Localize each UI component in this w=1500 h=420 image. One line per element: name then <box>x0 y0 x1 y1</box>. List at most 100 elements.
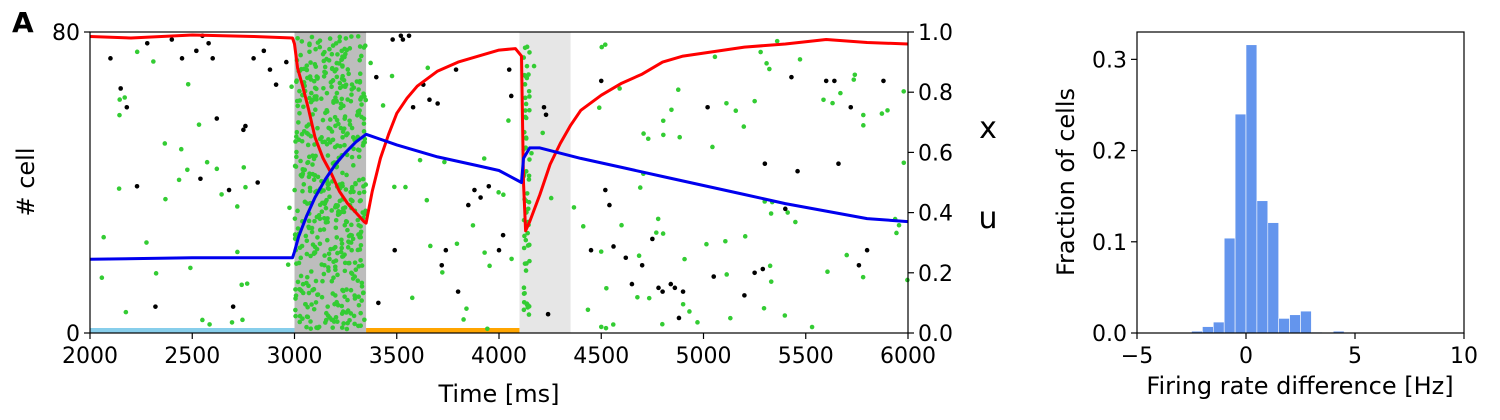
foreground-spike <box>321 271 327 277</box>
histogram-bar <box>1202 326 1214 334</box>
foreground-spike <box>330 291 336 296</box>
foreground-spike <box>793 219 798 225</box>
x-tick-label: 4500 <box>573 344 629 369</box>
foreground-spike <box>292 216 298 221</box>
foreground-spike <box>304 201 310 206</box>
foreground-spike <box>304 238 310 244</box>
background-spike <box>390 37 395 42</box>
histogram-bar <box>1223 237 1236 334</box>
foreground-spike <box>304 314 310 319</box>
background-spike <box>255 180 260 185</box>
foreground-spike <box>307 171 312 176</box>
y2-tick-label: 0.8 <box>918 81 953 106</box>
foreground-spike <box>487 263 492 269</box>
foreground-spike <box>580 224 586 229</box>
foreground-spike <box>758 49 763 55</box>
foreground-spike <box>294 78 299 83</box>
foreground-spike <box>311 306 317 312</box>
foreground-spike <box>527 157 532 162</box>
foreground-spike <box>292 163 298 169</box>
foreground-spike <box>523 114 528 120</box>
foreground-spike <box>315 235 320 240</box>
foreground-spike <box>328 80 334 85</box>
foreground-spike <box>313 300 319 305</box>
foreground-spike <box>325 185 331 191</box>
foreground-spike <box>297 88 302 94</box>
background-spike <box>762 161 768 166</box>
foreground-spike <box>304 324 309 330</box>
foreground-spike <box>641 131 646 136</box>
foreground-spike <box>360 143 366 148</box>
background-spike <box>711 274 717 279</box>
background-spike <box>179 56 185 61</box>
foreground-spike <box>348 287 354 293</box>
histogram-bar <box>1267 222 1280 334</box>
foreground-spike <box>357 190 362 196</box>
foreground-spike <box>342 222 348 228</box>
foreground-spike <box>338 125 344 131</box>
foreground-spike <box>324 237 330 243</box>
background-spike <box>153 304 158 309</box>
foreground-spike <box>821 97 826 103</box>
background-spike <box>795 168 800 174</box>
foreground-spike <box>339 245 345 251</box>
foreground-spike <box>354 112 360 118</box>
foreground-spike <box>297 287 303 292</box>
foreground-spike <box>308 60 313 65</box>
background-spike <box>478 195 483 200</box>
foreground-spike <box>294 149 299 155</box>
foreground-spike <box>308 77 314 82</box>
foreground-spike <box>358 224 363 229</box>
foreground-spike <box>333 225 339 231</box>
foreground-spike <box>294 98 300 104</box>
panel-label: A <box>12 6 34 39</box>
foreground-spike <box>464 306 469 311</box>
foreground-spike <box>315 40 321 45</box>
foreground-spike <box>603 325 609 331</box>
series-line-x <box>89 33 909 233</box>
foreground-spike <box>346 71 351 77</box>
foreground-spike <box>317 241 323 247</box>
foreground-spike <box>239 282 244 288</box>
background-spike <box>836 161 841 166</box>
foreground-spike <box>321 74 327 79</box>
background-spike <box>543 112 549 118</box>
foreground-spike <box>337 85 343 91</box>
foreground-spike <box>337 143 343 149</box>
foreground-spike <box>348 311 354 316</box>
foreground-spike <box>360 290 366 296</box>
foreground-spike <box>316 213 322 218</box>
foreground-spike <box>485 326 490 332</box>
background-spike <box>545 311 551 317</box>
foreground-spike <box>346 260 352 266</box>
foreground-spike <box>299 39 305 44</box>
foreground-spike <box>356 323 361 329</box>
foreground-spike <box>741 124 747 129</box>
foreground-spike <box>153 271 159 276</box>
foreground-spike <box>319 294 325 300</box>
foreground-spike <box>326 251 332 257</box>
foreground-spike <box>359 280 365 286</box>
foreground-spike <box>307 41 312 47</box>
foreground-spike <box>682 256 687 262</box>
foreground-spike <box>362 317 367 323</box>
foreground-spike <box>352 274 358 279</box>
foreground-spike <box>305 75 310 81</box>
histogram-bar <box>1234 113 1247 334</box>
hist-y-tick-label: 0.2 <box>1092 140 1127 165</box>
foreground-spike <box>335 272 340 278</box>
foreground-spike <box>294 129 300 135</box>
foreground-spike <box>306 154 312 160</box>
background-spike <box>273 82 279 87</box>
foreground-spike <box>351 163 356 168</box>
foreground-spike <box>752 98 757 104</box>
foreground-spike <box>357 198 363 204</box>
foreground-spike <box>200 317 205 323</box>
foreground-spike <box>324 90 330 96</box>
foreground-spike <box>117 112 122 118</box>
foreground-spike <box>531 63 537 69</box>
foreground-spike <box>341 77 347 83</box>
foreground-spike <box>344 287 349 292</box>
x-tick-label: 2000 <box>62 344 118 369</box>
